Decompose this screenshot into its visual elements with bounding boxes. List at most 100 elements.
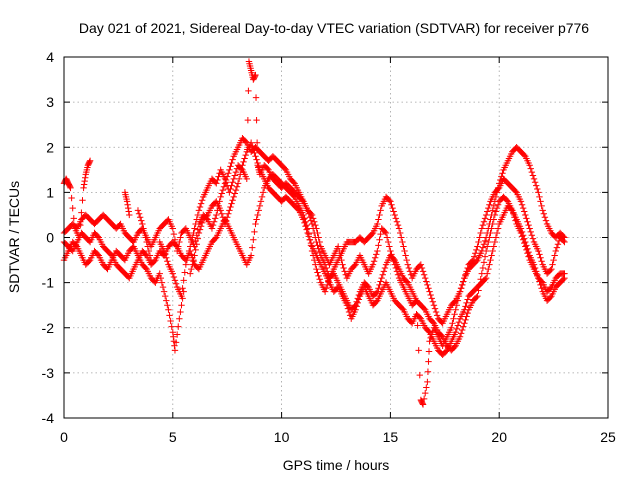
data-point-track-c <box>79 197 86 204</box>
data-point-track-b <box>390 208 397 215</box>
data-point-track-a <box>188 265 195 273</box>
data-point-track-c <box>427 334 434 342</box>
data-point-track-b <box>433 312 441 319</box>
data-point-track-b <box>480 241 488 248</box>
y-tick-label: -1 <box>42 275 55 291</box>
data-point-track-d <box>172 242 180 249</box>
data-point-track-c <box>140 225 147 232</box>
data-point-track-a <box>163 297 170 304</box>
data-point-track-d <box>459 326 466 334</box>
data-point-track-a <box>242 151 249 159</box>
data-point-track-c <box>126 211 133 219</box>
data-point-track-c <box>526 225 533 232</box>
data-point-track-c <box>228 182 235 189</box>
data-point-track-d <box>420 305 428 312</box>
data-point-track-a <box>156 270 163 277</box>
data-point-track-a <box>373 298 380 306</box>
data-point-track-c <box>338 256 345 264</box>
data-point-track-c <box>521 208 528 215</box>
data-point-track-d <box>94 233 101 240</box>
data-point-track-c <box>229 179 236 186</box>
data-point-track-a <box>482 274 490 282</box>
data-point-track-d <box>473 294 480 301</box>
data-point-track-c <box>470 253 478 260</box>
data-point-track-c <box>394 271 402 278</box>
data-point-track-b <box>374 220 381 228</box>
data-point-track-d <box>482 247 490 255</box>
data-point-track-a <box>172 339 180 346</box>
data-point-track-c <box>195 207 203 214</box>
data-point-track-b <box>169 225 176 232</box>
data-point-track-d <box>254 211 261 219</box>
data-point-track-d <box>187 247 194 255</box>
data-point-track-c <box>385 238 392 246</box>
data-point-track-b <box>316 248 323 256</box>
data-point-track-c <box>221 175 229 183</box>
data-point-track-b <box>405 264 413 272</box>
data-point-track-a <box>173 331 181 338</box>
data-point-track-c <box>311 218 318 225</box>
data-point-track-c <box>464 264 471 272</box>
data-point-track-c <box>253 139 261 146</box>
data-point-track-c <box>77 221 84 229</box>
data-point-track-d <box>302 218 309 225</box>
data-point-track-a <box>159 283 167 291</box>
data-point-track-b <box>192 237 199 245</box>
data-point-track-b <box>387 198 394 205</box>
data-point-track-b <box>540 210 548 218</box>
data-point-track-b <box>429 298 437 306</box>
data-point-track-c <box>194 211 202 219</box>
data-point-track-a <box>164 301 171 309</box>
data-point-track-a <box>489 247 496 255</box>
data-point-track-b <box>422 274 429 282</box>
data-point-track-c <box>425 358 432 365</box>
data-point-track-b <box>537 198 544 205</box>
data-point-track-a <box>442 348 450 355</box>
data-point-track-d <box>373 289 380 296</box>
data-point-track-c <box>484 208 491 215</box>
data-point-track-c <box>425 348 433 355</box>
data-point-track-c <box>480 218 488 225</box>
data-point-track-c <box>459 281 466 289</box>
data-point-track-c <box>314 229 321 237</box>
data-point-track-b <box>521 151 528 159</box>
data-point-track-c <box>553 244 561 251</box>
data-point-track-d <box>380 268 388 275</box>
data-point-track-c <box>252 94 260 101</box>
data-point-track-b <box>427 291 434 299</box>
data-point-track-d <box>253 216 260 223</box>
data-point-track-a <box>232 186 240 194</box>
y-tick-label: 4 <box>46 49 54 65</box>
data-point-track-b <box>428 295 435 302</box>
data-point-track-c <box>191 225 198 232</box>
data-point-track-c <box>519 204 527 212</box>
data-point-track-b <box>227 163 234 170</box>
data-point-track-d <box>461 320 468 327</box>
data-point-track-b <box>391 211 398 219</box>
data-point-track-a <box>176 315 183 322</box>
data-point-track-d <box>190 257 197 265</box>
data-point-track-a <box>167 317 174 325</box>
data-point-track-c <box>551 252 558 259</box>
data-point-track-a <box>485 265 492 273</box>
data-point-track-c <box>215 173 222 180</box>
data-point-track-c <box>463 268 470 275</box>
data-point-track-b <box>213 211 220 219</box>
data-point-track-a <box>494 225 502 232</box>
data-point-track-b <box>424 281 431 289</box>
data-point-track-c <box>313 225 320 232</box>
data-point-track-c <box>561 238 568 246</box>
data-point-track-c <box>244 116 252 124</box>
data-point-track-c <box>494 185 502 193</box>
data-point-track-c <box>136 213 144 221</box>
data-point-track-a <box>192 246 199 254</box>
data-point-track-b <box>403 256 410 264</box>
data-point-track-b <box>212 215 219 222</box>
data-point-track-b <box>229 156 236 163</box>
data-point-track-d <box>325 278 332 285</box>
data-point-track-c <box>424 378 431 386</box>
data-point-track-a <box>85 257 93 265</box>
data-point-track-d <box>509 207 516 214</box>
data-point-track-d <box>479 264 487 272</box>
data-point-track-a <box>178 301 185 309</box>
